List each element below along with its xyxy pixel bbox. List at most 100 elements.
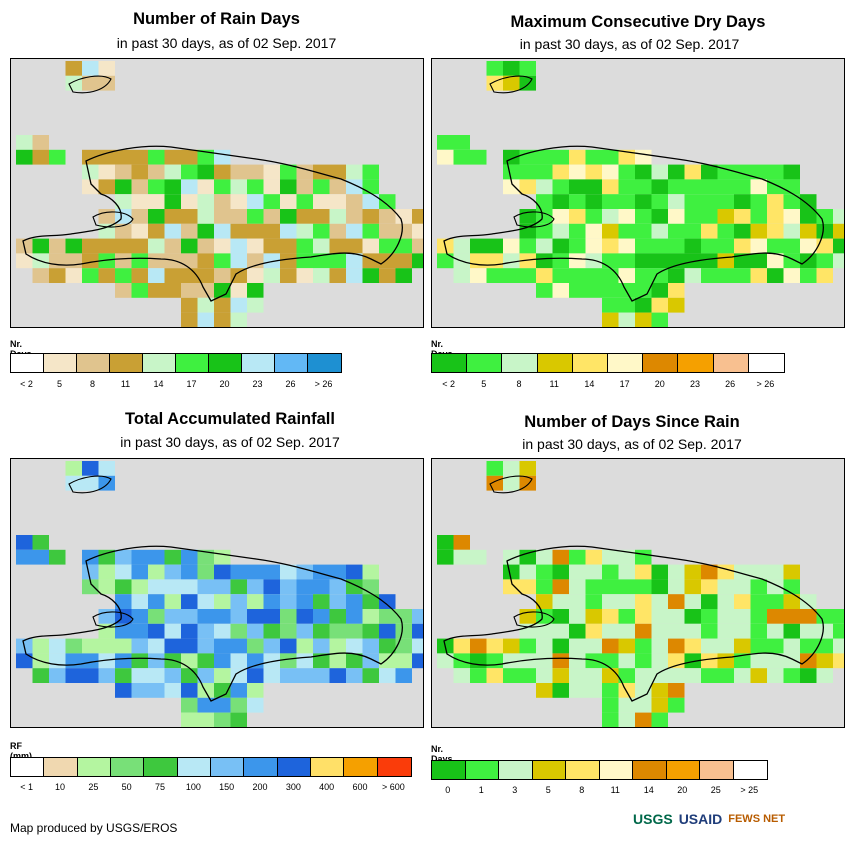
grid-cell xyxy=(536,194,553,209)
grid-cell xyxy=(734,238,751,254)
island-outline xyxy=(92,211,134,228)
grid-cell xyxy=(131,283,148,298)
grid-cell xyxy=(618,164,635,180)
grid-cell xyxy=(750,238,767,254)
coastline-outline xyxy=(22,145,403,302)
grid-cell xyxy=(536,283,553,298)
grid-cell xyxy=(717,194,734,209)
grid-cell xyxy=(668,164,685,180)
panel-subtitle: in past 30 days, as of 02 Sep. 2017 xyxy=(519,36,740,52)
grid-cell xyxy=(362,194,379,209)
legend-swatch xyxy=(11,758,45,776)
grid-cell xyxy=(329,179,346,195)
grid-cell xyxy=(552,179,569,195)
grid-cell xyxy=(164,283,181,298)
grid-cell xyxy=(197,609,214,624)
grid-cell xyxy=(552,253,569,269)
grid-cell xyxy=(313,179,330,195)
grid-cell xyxy=(98,653,115,669)
grid-cell xyxy=(635,697,652,713)
grid-cell xyxy=(181,697,198,713)
grid-cell xyxy=(65,61,82,76)
grid-cell xyxy=(346,653,363,669)
grid-cell xyxy=(618,653,635,669)
grid-cell xyxy=(833,209,844,224)
grid-cell xyxy=(82,564,99,580)
legend-swatch xyxy=(748,354,784,372)
legend-tick-label: > 26 xyxy=(314,379,333,389)
grid-cell xyxy=(602,149,619,165)
grid-cell xyxy=(230,638,247,654)
grid-cell xyxy=(230,194,247,209)
grid-cell xyxy=(98,579,115,595)
grid-cell xyxy=(164,194,181,209)
grid-cell xyxy=(602,194,619,209)
grid-cell xyxy=(164,579,181,595)
legend-tick-label: 400 xyxy=(319,782,335,792)
grid-cell xyxy=(602,238,619,254)
grid-cell xyxy=(635,668,652,683)
grid-cell xyxy=(503,668,520,683)
grid-cell xyxy=(470,653,487,669)
grid-cell xyxy=(98,564,115,580)
grid-cell xyxy=(247,238,264,254)
grid-cell xyxy=(164,164,181,180)
grid-cell xyxy=(197,579,214,595)
grid-cell xyxy=(668,683,685,698)
map-canvas xyxy=(16,61,423,327)
grid-cell xyxy=(519,579,536,595)
grid-cell xyxy=(552,149,569,165)
grid-cell xyxy=(181,683,198,698)
grid-cell xyxy=(98,164,115,180)
grid-cell xyxy=(734,253,751,269)
grid-cell xyxy=(569,223,586,239)
legend-bar xyxy=(431,760,768,780)
grid-cell xyxy=(82,668,99,683)
grid-cell xyxy=(618,683,635,698)
grid-cell xyxy=(131,594,148,609)
grid-cell xyxy=(181,149,198,165)
grid-cell xyxy=(16,253,33,269)
grid-cell xyxy=(115,149,132,165)
grid-cell xyxy=(115,164,132,180)
grid-cell xyxy=(49,668,66,683)
grid-cell xyxy=(668,638,685,654)
grid-cell xyxy=(618,297,635,313)
grid-cell xyxy=(82,579,99,595)
grid-cell xyxy=(98,149,115,165)
legend-swatch xyxy=(244,758,278,776)
grid-cell xyxy=(131,223,148,239)
grid-cell xyxy=(519,179,536,195)
grid-cell xyxy=(230,564,247,580)
grid-cell xyxy=(247,668,264,683)
grid-cell xyxy=(602,683,619,698)
grid-cell xyxy=(115,268,132,283)
grid-cell xyxy=(313,638,330,654)
grid-cell xyxy=(263,164,280,180)
grid-cell xyxy=(230,623,247,639)
grid-cell xyxy=(585,579,602,595)
grid-cell xyxy=(280,623,297,639)
grid-cell xyxy=(833,623,844,639)
grid-cell xyxy=(585,223,602,239)
grid-cell xyxy=(569,653,586,669)
grid-cell xyxy=(230,209,247,224)
legend-swatch xyxy=(177,758,211,776)
grid-cell xyxy=(230,712,247,727)
grid-cell xyxy=(486,475,503,491)
grid-cell xyxy=(552,668,569,683)
grid-cell xyxy=(181,194,198,209)
grid-cell xyxy=(131,268,148,283)
grid-cell xyxy=(296,564,313,580)
grid-cell xyxy=(362,594,379,609)
legend-ticks: < 2 5 8 11 14 17 20 23 26 > 26 xyxy=(431,379,783,391)
grid-cell xyxy=(16,535,33,550)
legend-unit: RF (mm) xyxy=(10,741,32,761)
coastline-outline xyxy=(22,545,403,702)
legend-swatch xyxy=(666,761,700,779)
legend-tick-label: 14 xyxy=(643,785,654,795)
legend-tick-label: 14 xyxy=(584,379,595,389)
grid-cell xyxy=(214,149,231,165)
grid-cell xyxy=(214,594,231,609)
grid-cell xyxy=(833,609,844,624)
